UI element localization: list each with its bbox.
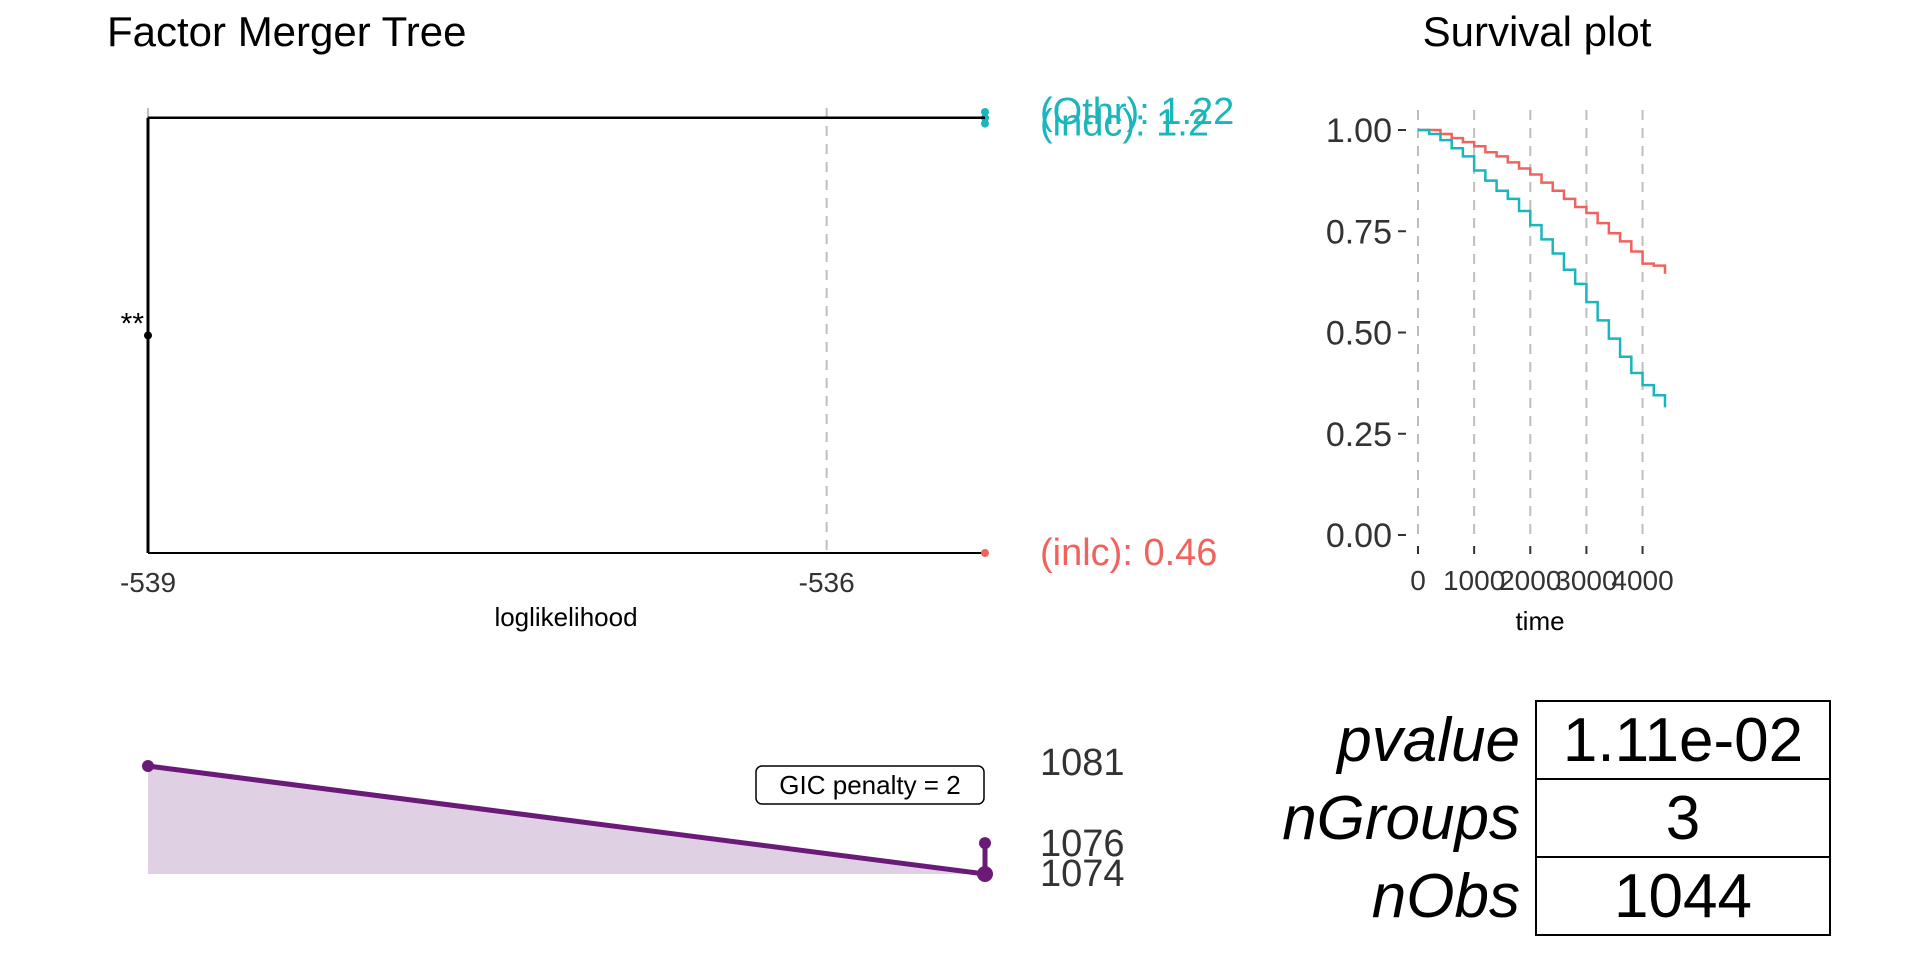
tree-gridlines: [147, 108, 828, 553]
stats-value-nobs: 1044: [1614, 862, 1752, 931]
gic-point-start: [142, 760, 154, 772]
gic-annotation-box: GIC penalty = 2: [755, 765, 985, 805]
tree-group-dot-inlc-0-46: [981, 549, 989, 557]
tree-group-dot-othr-1-22: [981, 108, 989, 116]
tree-x-axis-title: loglikelihood: [494, 602, 637, 632]
gic-point-end: [977, 866, 993, 882]
survival-y-tick-label-3: 0.75: [1326, 213, 1392, 251]
tree-x-tick-label-1: -536: [799, 567, 855, 598]
gic-value-label-1076: 1076: [1040, 823, 1125, 865]
tree-merge-node-1: [144, 331, 152, 340]
survival-x-axis-title: time: [1515, 606, 1564, 636]
gic-value-label-1081: 1081: [1040, 742, 1125, 784]
survival-x-tick-label-2: 2000: [1499, 565, 1561, 596]
survival-y-tick-label-4: 1.00: [1326, 112, 1392, 150]
survival-x-tick-label-1: 1000: [1443, 565, 1505, 596]
survival-curve-1: [1418, 128, 1667, 408]
tree-significance-label: **: [121, 307, 145, 340]
stats-key-pvalue: pvalue: [1335, 706, 1520, 775]
gic-value-label-1074: 1074: [1040, 853, 1125, 895]
survival-x-tick-label-0: 0: [1410, 565, 1426, 596]
survival-curves: [1418, 128, 1667, 408]
stats-key-nobs: nObs: [1372, 862, 1520, 931]
survival-curve-0: [1418, 128, 1667, 274]
stats-key-ngroups: nGroups: [1282, 784, 1520, 853]
survival-y-tick-label-1: 0.25: [1326, 416, 1392, 454]
stats-cell-ngroups: [1535, 778, 1831, 858]
gic-line: [147, 763, 986, 877]
survival-y-tick-label-2: 0.50: [1326, 315, 1392, 353]
stats-value-pvalue: 1.11e-02: [1563, 706, 1803, 775]
stats-value-ngroups: 3: [1666, 784, 1700, 853]
stats-cell-nobs: [1535, 856, 1831, 936]
survival-title: Survival plot: [1423, 8, 1652, 55]
survival-y-ticks: 0.00 0.25 0.50 0.75 1.00: [1326, 112, 1406, 555]
gic-annotation-frame: [755, 765, 985, 805]
tree-group-label-inlc-0-46: (inlc): 0.46: [1040, 532, 1217, 574]
tree-group-label-othr-1-22: (Othr): 1.22: [1040, 91, 1234, 133]
tree-merge-lines: **: [121, 112, 989, 553]
gic-annotation-text: GIC penalty = 2: [779, 770, 960, 800]
stats-cell-pvalue: [1535, 700, 1831, 780]
tree-title: Factor Merger Tree: [107, 8, 466, 55]
tree-group-label-indc-1-2: (indc): 1.2: [1040, 103, 1209, 145]
tree-x-tick-label-0: -539: [120, 567, 176, 598]
stats-table: pvalue 1.11e-02 nGroups 3 nObs 1044: [1282, 700, 1831, 936]
gic-area-plot: [142, 760, 993, 882]
survival-plot-panel: Survival plot 0.00 0.25 0.50 0.75 1.00 0 1000…: [1326, 8, 1674, 636]
survival-y-tick-label-0: 0.00: [1326, 517, 1392, 555]
gic-point-extra: [979, 837, 991, 850]
tree-group-dot-indc-1-2: [981, 119, 989, 128]
survival-x-tick-label-3: 3000: [1555, 565, 1617, 596]
tree-group-labels: (Othr): 1.22(indc): 1.2 (inlc): 0.46: [981, 91, 1234, 574]
tree-x-tick-labels: -539 -536: [120, 567, 855, 598]
merger-tree-panel: Factor Merger Tree -539 -536 loglikelihoo…: [107, 8, 1234, 632]
survival-x-tick-label-4: 4000: [1611, 565, 1673, 596]
